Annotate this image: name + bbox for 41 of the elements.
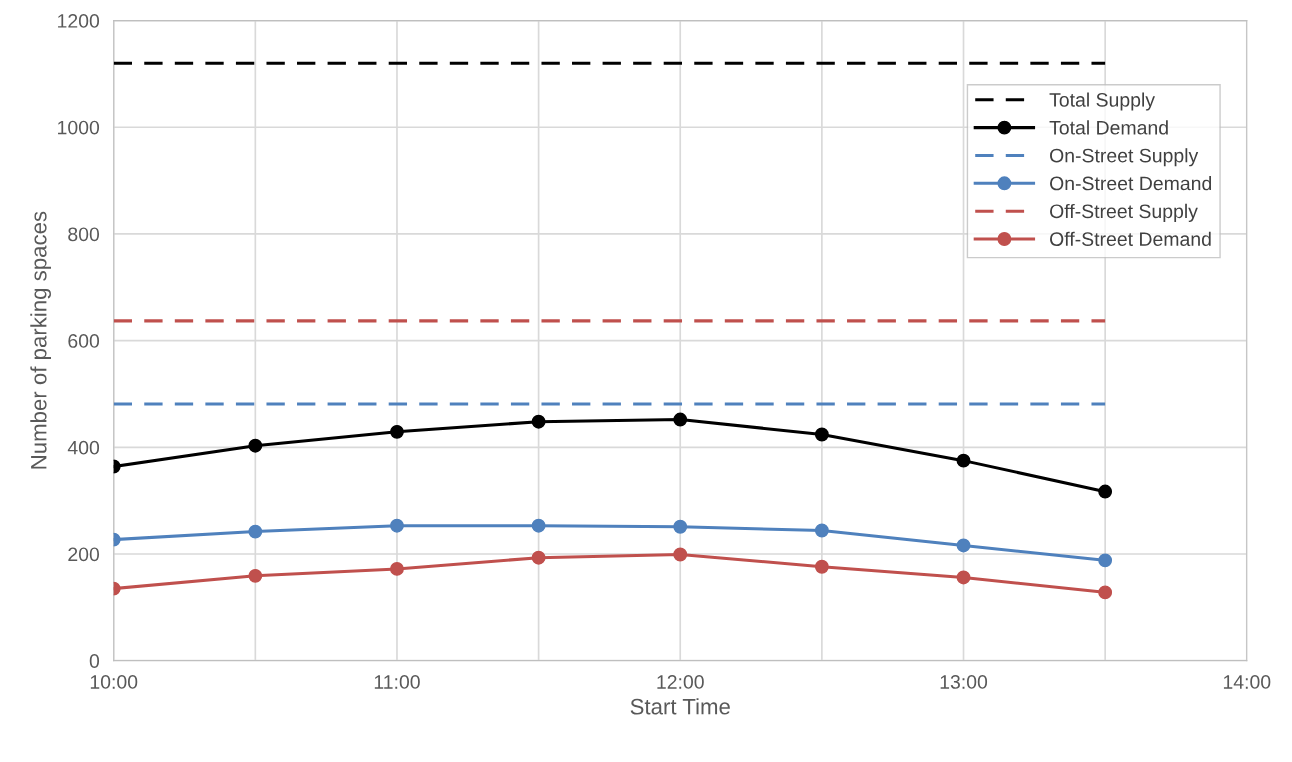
legend-label: On-Street Supply bbox=[1050, 148, 1199, 167]
y-tick-label: 400 bbox=[67, 440, 100, 455]
x-tick-label: 12:00 bbox=[657, 675, 704, 689]
point bbox=[956, 453, 971, 468]
legend-label: On-Street Demand bbox=[1050, 176, 1212, 191]
point bbox=[1098, 585, 1113, 600]
legend-label: Total Demand bbox=[1049, 120, 1168, 135]
point bbox=[390, 424, 404, 439]
x-tick-label: 10:00 bbox=[90, 675, 138, 689]
y-tick-label: 0 bbox=[89, 654, 100, 668]
point bbox=[673, 519, 688, 534]
x-tick-label: 14:00 bbox=[1223, 675, 1271, 689]
x-tick-label: 13:00 bbox=[940, 675, 988, 689]
point bbox=[531, 518, 546, 533]
point bbox=[531, 550, 546, 565]
point bbox=[390, 518, 404, 533]
y-tick-label: 200 bbox=[68, 547, 100, 562]
point bbox=[248, 568, 263, 583]
y-tick-label: 1200 bbox=[58, 14, 100, 28]
point bbox=[248, 438, 263, 453]
point bbox=[1098, 553, 1113, 568]
y-axis-title: Number of parking spaces bbox=[30, 211, 51, 469]
point bbox=[956, 570, 971, 585]
point bbox=[673, 547, 688, 562]
point bbox=[531, 414, 546, 429]
point bbox=[673, 412, 688, 427]
point bbox=[390, 561, 404, 576]
y-tick-label: 1000 bbox=[58, 120, 100, 135]
point bbox=[814, 427, 829, 442]
legend-label: Off-Street Supply bbox=[1050, 203, 1198, 222]
point bbox=[956, 538, 971, 553]
point bbox=[814, 523, 829, 538]
legend-label: Off-Street Demand bbox=[1050, 231, 1211, 246]
point bbox=[814, 559, 829, 574]
legend-label: Total Supply bbox=[1049, 92, 1155, 111]
point bbox=[1098, 484, 1113, 499]
y-tick-label: 600 bbox=[68, 334, 100, 348]
y-tick-label: 800 bbox=[68, 227, 100, 242]
point bbox=[248, 524, 263, 539]
x-tick-label: 11:00 bbox=[374, 675, 420, 689]
x-axis-title: Start Time bbox=[630, 698, 730, 715]
